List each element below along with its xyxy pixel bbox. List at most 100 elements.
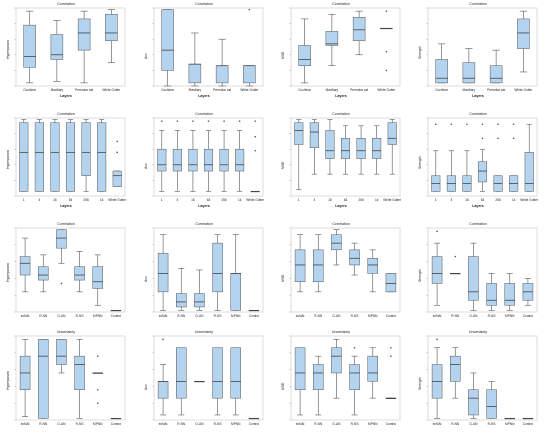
box xyxy=(486,283,497,306)
outlier-point xyxy=(434,123,437,126)
box-series-1 xyxy=(446,123,456,192)
box-series-4 xyxy=(504,273,515,311)
y-axis-label: Hyperparam xyxy=(6,150,10,169)
box xyxy=(477,161,488,183)
outlier-point xyxy=(248,8,251,11)
box-series-3 xyxy=(486,381,497,419)
box-series-1 xyxy=(309,119,319,175)
x-tick-label: 16 xyxy=(328,198,332,202)
plot-frame xyxy=(153,7,264,87)
boxplot-panel: Correlation ecNAt R-NN G-AN R-NS MPNN Control A… xyxy=(142,222,266,322)
boxplot-canvas: ecNAt R-NN G-AN R-NS MPNN Control xyxy=(152,227,264,318)
x-tick-label: Cochlear xyxy=(435,88,449,92)
box-series-1 xyxy=(313,355,324,416)
outlier-point xyxy=(497,123,499,126)
x-tick-label: MPNN xyxy=(231,422,241,426)
boxplot-panel: Correlation Cochlear Maxillary Premolar cat… xyxy=(4,2,128,102)
box-series-5 xyxy=(235,120,245,192)
box xyxy=(243,65,256,84)
box xyxy=(331,347,342,374)
x-axis-label: Layers xyxy=(472,204,484,208)
panel-title: Correlation xyxy=(469,112,487,116)
panel-title: Correlation xyxy=(195,112,213,116)
box xyxy=(188,148,198,172)
y-axis-label: Hyperparam xyxy=(6,40,10,59)
x-tick-label: White Gutter xyxy=(383,198,402,202)
box-series-3 xyxy=(243,8,256,87)
x-tick-label: R-NN xyxy=(39,314,48,318)
outlier-point xyxy=(385,69,388,72)
x-tick-label: 4 xyxy=(450,198,452,202)
box xyxy=(387,122,397,145)
x-tick-label: R-NS xyxy=(76,422,84,426)
box xyxy=(435,59,448,84)
boxplot-canvas: Cochlear Maxillary Premolar cat White Gutte… xyxy=(289,7,401,92)
box-series-5 xyxy=(110,309,122,312)
box-series-2 xyxy=(194,269,205,311)
box-series-5 xyxy=(509,123,519,192)
box-series-2 xyxy=(468,372,479,419)
plot-frame xyxy=(15,117,126,197)
plot-frame xyxy=(427,117,538,197)
boxplot-canvas: 1 4 16 64 256 1k White Gutter xyxy=(289,117,402,202)
box xyxy=(367,355,378,382)
outlier-point xyxy=(223,120,225,122)
x-tick-label: G-AN xyxy=(469,314,478,318)
box-series-3 xyxy=(517,10,530,73)
outlier-point xyxy=(60,282,63,285)
panel-title: Correlation xyxy=(195,2,213,6)
boxplot-panel: Uncertainty ecNAt R-NN G-AN R-NS MPNN Control A… xyxy=(142,330,266,430)
x-tick-label: Premolar cat xyxy=(75,88,93,92)
box-series-0 xyxy=(294,347,306,416)
x-tick-label: ecNAt xyxy=(433,314,442,318)
boxplot-canvas: 1 4 16 64 256 1k White Gutter xyxy=(14,117,127,202)
y-axis-label: Acc xyxy=(144,53,148,59)
box-series-2 xyxy=(462,123,472,192)
x-tick-label: R-NS xyxy=(214,422,222,426)
box xyxy=(65,122,76,192)
box xyxy=(176,293,187,308)
x-tick-label: 16 xyxy=(465,198,469,202)
box xyxy=(504,283,515,306)
boxplot-canvas: ecNAt R-NN G-AN R-NS MPNN Control xyxy=(426,227,538,318)
box xyxy=(230,273,241,311)
x-axis-label: Layers xyxy=(60,204,72,208)
x-tick-label: R-NN xyxy=(39,422,48,426)
x-tick-label: Premolar cat xyxy=(487,88,505,92)
outlier-point xyxy=(466,123,468,126)
panel-title: Correlation xyxy=(332,112,350,116)
box-series-0 xyxy=(157,234,169,311)
plot-frame xyxy=(427,7,538,87)
x-tick-label: Maxillary xyxy=(189,88,202,92)
box-series-6 xyxy=(250,120,260,193)
x-tick-label: ecNAt xyxy=(21,422,30,426)
boxplot-canvas: ecNAt R-NN G-AN R-NS MPNN Control xyxy=(152,335,264,426)
x-tick-label: 256 xyxy=(495,198,501,202)
x-tick-label: R-NN xyxy=(177,422,186,426)
x-axis-label: Layers xyxy=(472,94,484,98)
x-tick-label: 64 xyxy=(481,198,485,202)
x-tick-label: R-NN xyxy=(451,422,460,426)
boxplot-panel: Correlation Cochlear Maxillary Premolar cat… xyxy=(279,2,403,102)
box xyxy=(385,273,397,293)
box xyxy=(356,138,366,159)
box-series-0 xyxy=(431,123,441,192)
box xyxy=(38,339,49,419)
outlier-point xyxy=(162,338,164,341)
boxplot-panel: Correlation ecNAt R-NN G-AN R-NS MPNN Control S… xyxy=(416,222,540,322)
box-series-3 xyxy=(349,242,360,276)
x-tick-label: White Gutter xyxy=(514,88,533,92)
x-tick-label: Premolar cat xyxy=(350,88,368,92)
box xyxy=(325,31,339,46)
box xyxy=(468,389,479,416)
box-series-0 xyxy=(294,234,306,293)
box-series-0 xyxy=(161,9,174,87)
x-tick-label: MPNN xyxy=(93,314,103,318)
box-series-4 xyxy=(219,120,229,192)
x-tick-label: 1k xyxy=(375,198,379,202)
box-series-2 xyxy=(325,119,335,175)
box-series-0 xyxy=(435,43,448,84)
x-tick-label: 1 xyxy=(435,198,437,202)
outlier-point xyxy=(436,230,438,233)
box xyxy=(161,9,174,71)
